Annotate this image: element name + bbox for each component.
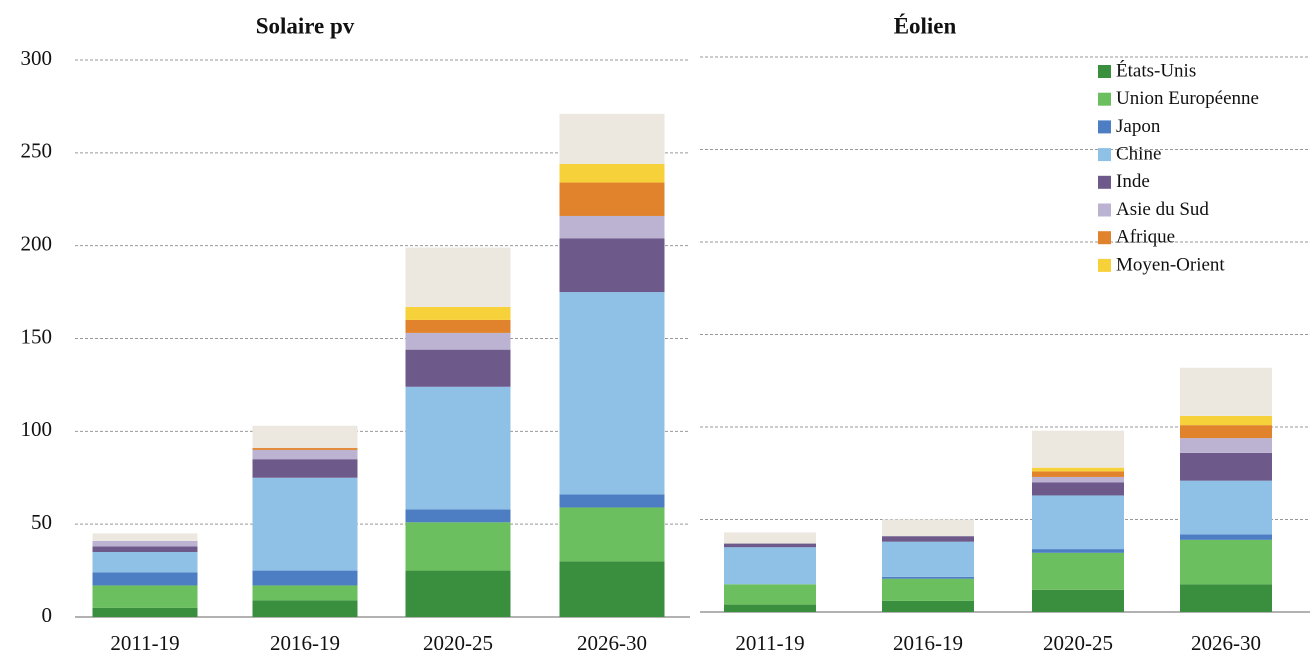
bar-segment (724, 604, 816, 612)
bar-segment (405, 319, 511, 333)
legend-label: Asie du Sud (1116, 199, 1209, 220)
bar-segment (92, 585, 198, 608)
bar-segment (1180, 534, 1272, 540)
bar-segment (559, 238, 665, 293)
y-tick-label: 300 (21, 46, 53, 70)
y-tick-label: 150 (21, 324, 53, 348)
bar-segment (559, 494, 665, 508)
bar-segment (882, 519, 974, 537)
y-tick-label: 200 (21, 231, 53, 255)
bar-segment (1180, 480, 1272, 535)
legend-label: Afrique (1116, 227, 1175, 248)
legend-swatch (1098, 175, 1111, 189)
bar-segment (559, 163, 665, 183)
legend-swatch (1098, 231, 1111, 245)
bar-segment (405, 570, 511, 617)
bar-segment (252, 600, 358, 617)
bar-segment (1032, 467, 1124, 472)
legend-label: Inde (1116, 171, 1150, 192)
bar-segment (1032, 471, 1124, 477)
bar-segment (92, 572, 198, 586)
bar-segment (405, 522, 511, 571)
bar-segment (724, 543, 816, 548)
bar-segment (1180, 438, 1272, 453)
bar-segment (1032, 589, 1124, 612)
bar-segment (252, 477, 358, 571)
bar-segment (882, 600, 974, 612)
bar-segment (405, 349, 511, 387)
bar-segment (1032, 482, 1124, 496)
bar-segment (559, 215, 665, 239)
bar-segment (1032, 476, 1124, 483)
bar-segment (1180, 367, 1272, 416)
legend-swatch (1098, 258, 1111, 272)
bar-segment (1032, 430, 1124, 468)
bar-segment (1032, 495, 1124, 550)
bar-segment (405, 386, 511, 510)
x-tick-label: 2016-19 (270, 631, 340, 655)
bar-segment (92, 607, 198, 617)
bar-segment (882, 576, 974, 579)
y-tick-label: 100 (21, 417, 53, 441)
y-tick-label: 50 (31, 510, 52, 534)
bar-segment (882, 541, 974, 577)
legend-label: Union Européenne (1116, 88, 1259, 109)
legend-label: Chine (1116, 143, 1161, 164)
bar-segment (405, 306, 511, 320)
bar-segment (1180, 539, 1272, 585)
legend-swatch (1098, 92, 1111, 106)
legend-swatch (1098, 65, 1111, 78)
bar-segment (724, 547, 816, 585)
bar-segment (1032, 549, 1124, 553)
y-tick-label: 250 (21, 139, 53, 163)
x-tick-label: 2020-25 (423, 631, 493, 655)
bar-segment (724, 532, 816, 544)
legend-swatch (1098, 148, 1111, 162)
bar-segment (559, 182, 665, 216)
x-tick-label: 2026-30 (1191, 631, 1261, 655)
bar-segment (559, 561, 665, 617)
bar-segment (252, 448, 358, 450)
bar-segment (405, 332, 511, 350)
bar-segment (724, 584, 816, 605)
bar-segment (252, 425, 358, 449)
bar-segment (405, 247, 511, 307)
bar-segment (252, 585, 358, 601)
bar-segment (252, 570, 358, 586)
bar-segment (559, 113, 665, 164)
x-tick-label: 2016-19 (893, 631, 963, 655)
bar-segment (559, 292, 665, 495)
bar-segment (1180, 425, 1272, 439)
bar-segment (882, 536, 974, 542)
bar-segment (1180, 584, 1272, 612)
legend-label: Japon (1116, 116, 1161, 137)
legend-swatch (1098, 203, 1111, 217)
legend-swatch (1098, 120, 1111, 134)
y-tick-label: 0 (42, 603, 53, 627)
legend-label: Moyen-Orient (1116, 254, 1225, 275)
bar-segment (92, 533, 198, 541)
legend-label: États-Unis (1116, 59, 1196, 81)
bar-segment (252, 459, 358, 478)
chart-title: Solaire pv (256, 13, 355, 38)
bar-segment (882, 578, 974, 601)
bar-segment (1032, 552, 1124, 590)
x-tick-label: 2011-19 (735, 631, 804, 655)
bar-segment (1180, 415, 1272, 426)
chart-title: Éolien (894, 13, 957, 38)
bar-segment (92, 552, 198, 573)
bar-segment (92, 546, 198, 553)
x-tick-label: 2020-25 (1043, 631, 1113, 655)
bar-segment (1180, 452, 1272, 481)
bar-segment (92, 540, 198, 547)
bar-segment (405, 509, 511, 523)
x-tick-label: 2011-19 (110, 631, 179, 655)
bar-segment (252, 449, 358, 460)
x-tick-label: 2026-30 (577, 631, 647, 655)
bar-segment (559, 507, 665, 562)
